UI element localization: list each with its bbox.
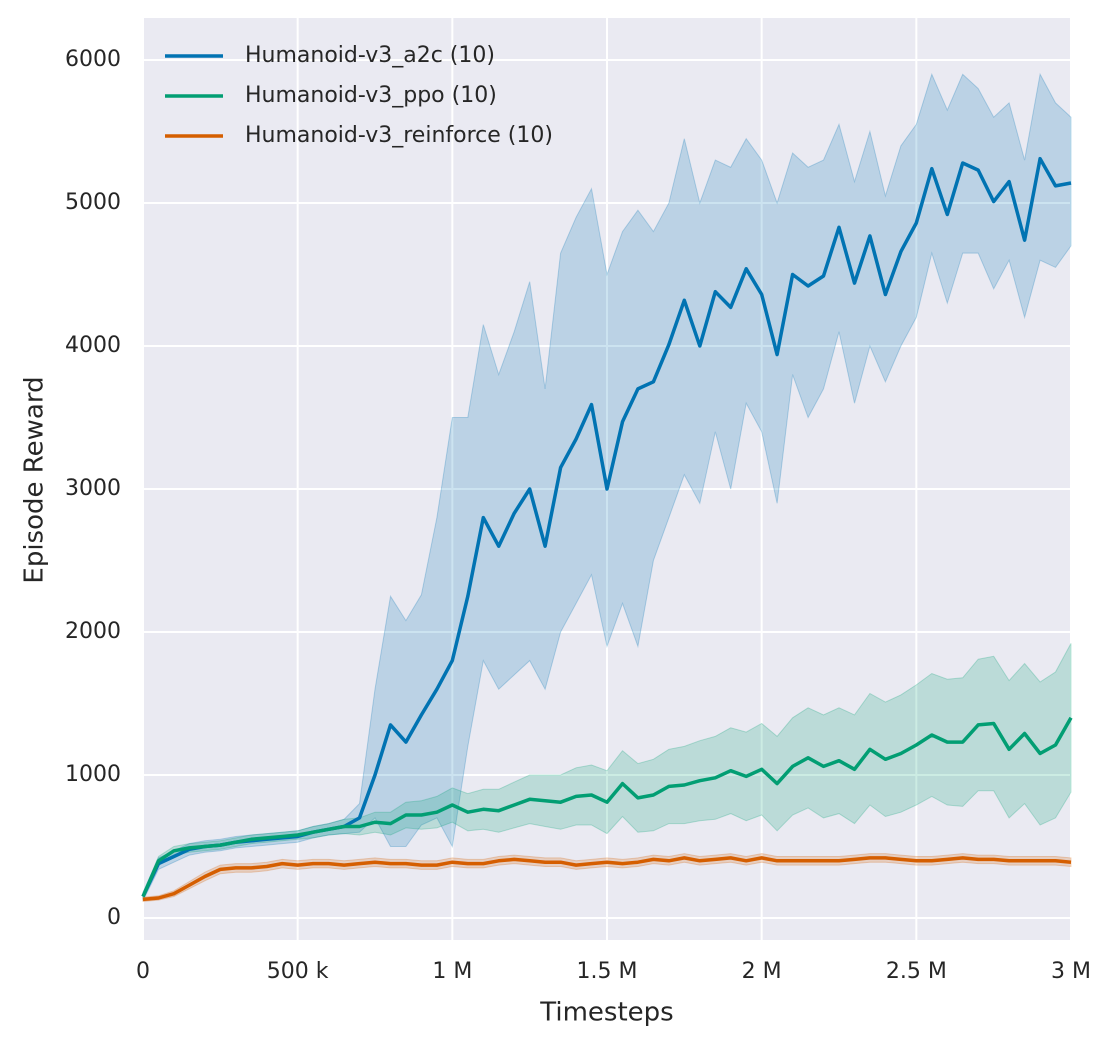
x-tick-label: 2 M — [742, 959, 782, 984]
lines — [141, 156, 1073, 902]
series-line — [141, 716, 1073, 898]
y-tick-label: 0 — [107, 905, 121, 930]
grid — [142, 18, 1072, 940]
y-tick-label: 4000 — [65, 333, 121, 358]
x-tick-label: 1.5 M — [577, 959, 638, 984]
y-tick-label: 1000 — [65, 762, 121, 787]
legend-label: Humanoid-v3_ppo (10) — [245, 83, 497, 108]
legend: Humanoid-v3_a2c (10) Humanoid-v3_ppo (10)… — [165, 43, 553, 148]
confidence-band — [142, 643, 1072, 900]
legend-label: Humanoid-v3_reinforce (10) — [245, 123, 553, 148]
y-tick-label: 3000 — [65, 476, 121, 501]
y-axis-label: Episode Reward — [20, 376, 50, 583]
x-tick-label: 1 M — [432, 959, 472, 984]
x-tick-label: 500 k — [267, 959, 329, 984]
x-tick-label: 3 M — [1051, 959, 1091, 984]
y-tick-label: 2000 — [65, 619, 121, 644]
y-tick-label: 5000 — [65, 190, 121, 215]
legend-label: Humanoid-v3_a2c (10) — [245, 43, 495, 68]
series-line — [142, 856, 1072, 902]
x-tick-label: 2.5 M — [886, 959, 947, 984]
x-axis-label: Timesteps — [539, 998, 673, 1028]
x-tick-label: 0 — [136, 959, 150, 984]
ticks: 0 1000 2000 3000 4000 5000 6000 0 500 k 1 M 1.5 M 2… — [65, 47, 1091, 984]
y-tick-label: 6000 — [65, 47, 121, 72]
confidence-band — [142, 853, 1072, 903]
